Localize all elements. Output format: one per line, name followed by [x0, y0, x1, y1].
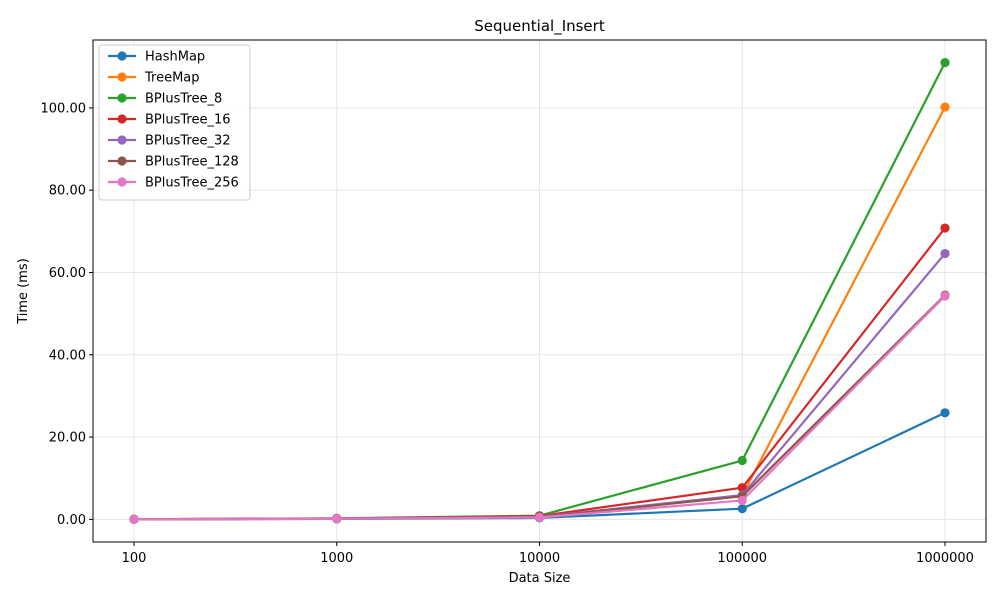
legend-swatch-marker [117, 177, 127, 187]
data-point [940, 102, 950, 112]
data-point [737, 483, 747, 493]
x-tick-label: 100000 [717, 551, 767, 566]
data-point [940, 291, 950, 301]
data-point [129, 514, 139, 524]
y-axis-label: Time (ms) [16, 258, 31, 325]
legend-label: HashMap [145, 50, 205, 65]
data-point [737, 455, 747, 466]
chart-title: Sequential_Insert [474, 17, 605, 36]
y-tick-label: 0.00 [57, 513, 86, 528]
legend-swatch-marker [117, 51, 127, 61]
legend-swatch-marker [117, 156, 127, 166]
x-axis-label: Data Size [509, 571, 571, 586]
legend-item: HashMap [108, 50, 205, 65]
y-tick-label: 80.00 [49, 184, 86, 199]
legend-label: TreeMap [144, 71, 200, 86]
legend-label: BPlusTree_16 [145, 113, 231, 128]
x-tick-label: 10000 [519, 551, 560, 566]
legend-item: BPlusTree_128 [108, 155, 239, 170]
series-BPlusTree_256 [129, 291, 950, 524]
legend-item: BPlusTree_256 [108, 176, 239, 191]
x-tick-label: 100 [122, 551, 147, 566]
data-point [940, 58, 950, 68]
data-point [940, 223, 950, 233]
legend-box [98, 44, 251, 201]
data-point [737, 504, 747, 514]
axis-layer: 100 1000 10000 100000 1000000 0.00 20.00 40.00 6… [41, 101, 974, 566]
legend-swatch-marker [117, 135, 127, 145]
legend-item: TreeMap [108, 71, 200, 86]
legend: HashMap TreeMap BPlusTree_8 BPlusTree_16 BPl… [98, 44, 251, 201]
legend-item: BPlusTree_16 [108, 113, 231, 128]
data-point [534, 512, 545, 523]
y-tick-label: 20.00 [49, 431, 86, 446]
data-point [940, 408, 950, 418]
legend-label: BPlusTree_128 [145, 155, 239, 170]
x-tick-label: 1000 [320, 551, 353, 566]
grid-layer [93, 40, 986, 542]
legend-swatch-marker [117, 72, 127, 82]
legend-swatch-marker [117, 93, 127, 103]
data-point [737, 495, 747, 506]
series-layer [129, 58, 950, 524]
y-tick-label: 100.00 [41, 101, 87, 116]
legend-label: BPlusTree_256 [145, 176, 239, 191]
y-tick-label: 60.00 [49, 266, 86, 281]
legend-label: BPlusTree_32 [145, 134, 231, 149]
legend-item: BPlusTree_8 [108, 92, 222, 107]
legend-swatch-marker [117, 114, 127, 124]
data-point [332, 514, 342, 524]
x-tick-label: 1000000 [916, 551, 974, 566]
y-tick-label: 40.00 [49, 348, 86, 363]
legend-label: BPlusTree_8 [145, 92, 222, 107]
data-point [940, 248, 950, 259]
legend-item: BPlusTree_32 [108, 134, 231, 149]
